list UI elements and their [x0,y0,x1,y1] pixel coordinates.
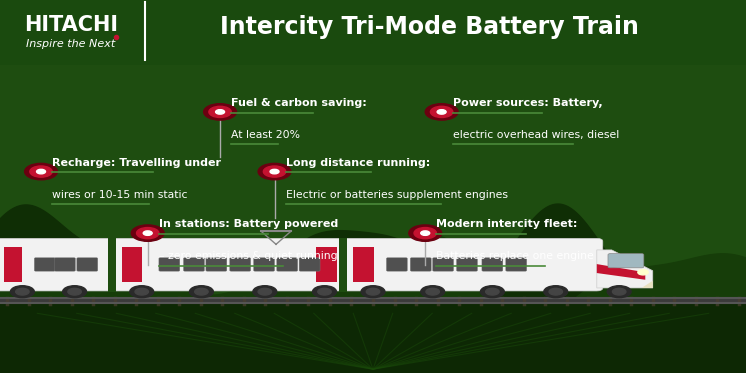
Circle shape [612,288,626,295]
Text: Intercity Tri-Mode Battery Train: Intercity Tri-Mode Battery Train [219,15,639,39]
Circle shape [421,231,430,235]
Circle shape [204,104,236,120]
FancyBboxPatch shape [506,258,527,271]
FancyBboxPatch shape [339,238,347,292]
FancyBboxPatch shape [410,258,431,271]
FancyBboxPatch shape [482,258,503,271]
FancyBboxPatch shape [4,247,22,282]
FancyBboxPatch shape [0,238,114,291]
FancyBboxPatch shape [159,258,180,271]
Circle shape [63,286,87,298]
Text: Long distance running:: Long distance running: [286,158,430,168]
Circle shape [421,286,445,298]
FancyBboxPatch shape [34,258,55,271]
FancyBboxPatch shape [184,258,204,271]
Circle shape [37,169,46,174]
Circle shape [135,288,148,295]
Circle shape [313,286,336,298]
Circle shape [131,225,164,241]
Text: Fuel & carbon saving:: Fuel & carbon saving: [231,98,367,108]
FancyBboxPatch shape [386,258,407,271]
FancyBboxPatch shape [608,254,644,268]
FancyBboxPatch shape [277,258,298,271]
Circle shape [216,110,225,114]
FancyBboxPatch shape [230,258,251,271]
Circle shape [258,163,291,180]
FancyBboxPatch shape [299,258,320,271]
Polygon shape [597,250,653,288]
Circle shape [209,106,231,117]
Text: At least 20%: At least 20% [231,130,300,140]
FancyBboxPatch shape [0,311,746,373]
Text: wires or 10-15 min static: wires or 10-15 min static [52,189,188,200]
FancyBboxPatch shape [0,0,746,65]
FancyBboxPatch shape [457,258,477,271]
Circle shape [430,106,453,117]
Circle shape [549,288,562,295]
Circle shape [437,110,446,114]
FancyBboxPatch shape [0,297,746,304]
FancyBboxPatch shape [110,238,349,291]
Text: Batteries replace one engine: Batteries replace one engine [436,251,594,261]
FancyBboxPatch shape [0,302,746,373]
Circle shape [414,228,436,239]
Circle shape [486,288,499,295]
Text: HITACHI: HITACHI [24,15,118,35]
Circle shape [638,270,648,275]
Circle shape [143,231,152,235]
Circle shape [68,288,81,295]
Text: Recharge: Travelling under: Recharge: Travelling under [52,158,222,168]
FancyBboxPatch shape [108,238,116,292]
Circle shape [258,288,272,295]
Circle shape [425,104,458,120]
Circle shape [10,286,34,298]
Circle shape [130,286,154,298]
Circle shape [263,166,286,177]
Circle shape [409,225,442,241]
Circle shape [25,163,57,180]
Circle shape [426,288,439,295]
FancyBboxPatch shape [54,258,75,271]
Text: Modern intercity fleet:: Modern intercity fleet: [436,219,578,229]
Text: Inspire the Next: Inspire the Next [26,39,116,49]
FancyBboxPatch shape [122,247,142,282]
Circle shape [318,288,331,295]
Circle shape [480,286,504,298]
FancyBboxPatch shape [316,247,337,282]
Circle shape [16,288,29,295]
Text: electric overhead wires, diesel: electric overhead wires, diesel [453,130,619,140]
Circle shape [607,286,631,298]
FancyBboxPatch shape [353,247,374,282]
FancyBboxPatch shape [206,258,227,271]
Circle shape [366,288,380,295]
Text: In stations: Battery powered: In stations: Battery powered [159,219,338,229]
Text: – zero emissions & quiet running: – zero emissions & quiet running [159,251,337,261]
FancyBboxPatch shape [433,258,454,271]
Text: Power sources: Battery,: Power sources: Battery, [453,98,603,108]
Circle shape [30,166,52,177]
Polygon shape [642,281,653,288]
FancyBboxPatch shape [341,238,603,291]
Circle shape [195,288,208,295]
Circle shape [189,286,213,298]
Circle shape [253,286,277,298]
Circle shape [544,286,568,298]
Circle shape [270,169,279,174]
Circle shape [361,286,385,298]
Text: Electric or batteries supplement engines: Electric or batteries supplement engines [286,189,508,200]
Polygon shape [597,264,645,280]
Circle shape [137,228,159,239]
FancyBboxPatch shape [77,258,98,271]
FancyBboxPatch shape [254,258,275,271]
